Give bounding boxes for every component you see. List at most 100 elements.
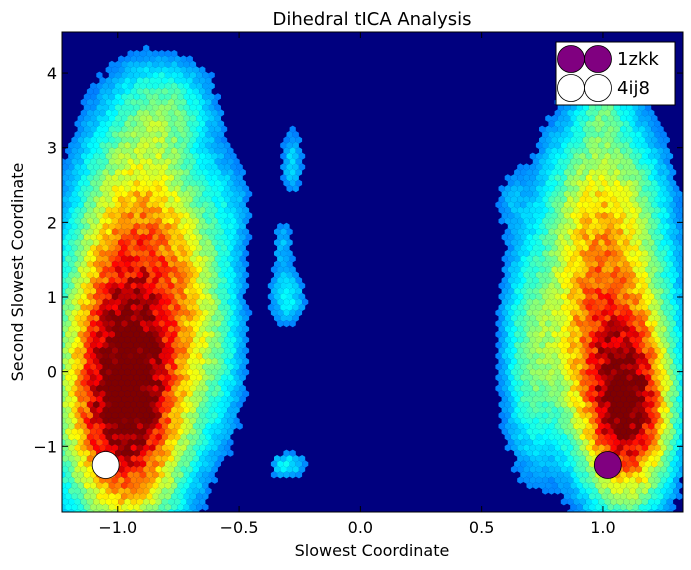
hexbin-cell — [139, 233, 147, 241]
hexbin-cell — [74, 217, 81, 225]
hexbin-cell — [535, 228, 543, 236]
hexbin-cell — [164, 255, 172, 263]
hexbin-cell — [573, 185, 580, 193]
hexbin-cell — [180, 77, 187, 85]
hexbin-cell — [168, 239, 175, 247]
hexbin-cell — [224, 152, 231, 160]
hexbin-cell — [582, 244, 589, 252]
hexbin-cell — [673, 228, 680, 236]
hexbin-cell — [211, 163, 218, 171]
hexbin-cell — [292, 174, 299, 182]
hexbin-cell — [96, 104, 103, 112]
hexbin-cell — [529, 249, 536, 257]
hexbin-cell — [183, 244, 190, 252]
hexbin-cell — [143, 195, 150, 203]
hexbin-cell — [168, 174, 175, 182]
hexbin-cell — [567, 260, 574, 268]
hexbin-cell — [626, 179, 633, 187]
hexbin-cell — [71, 158, 78, 166]
hexbin-cell — [186, 131, 193, 139]
hexbin-cell — [523, 185, 530, 193]
hexbin-cell — [155, 152, 162, 160]
hexbin-cell — [90, 212, 97, 220]
hexbin-cell — [174, 109, 181, 117]
hexbin-cell — [152, 114, 159, 122]
hexbin-cell — [105, 249, 112, 257]
hexbin-cell — [105, 152, 112, 160]
hexbin-cell — [152, 158, 159, 166]
hexbin-cell — [93, 120, 100, 128]
hexbin-cell — [152, 125, 159, 133]
hexbin-cell — [133, 266, 140, 274]
hexbin-cell — [563, 233, 571, 241]
hexbin-cell — [660, 249, 667, 257]
hexbin-cell — [638, 168, 645, 176]
hexbin-cell — [567, 109, 574, 117]
hexbin-cell — [168, 249, 175, 257]
hexbin-cell — [239, 212, 246, 220]
hexbin-cell — [196, 147, 203, 155]
hexbin-cell — [221, 179, 228, 187]
hexbin-cell — [289, 179, 296, 187]
hexbin-cell — [205, 185, 212, 193]
hexbin-cell — [604, 260, 611, 268]
hexbin-cell — [62, 244, 66, 252]
hexbin-cell — [526, 179, 533, 187]
hexbin-cell — [623, 185, 630, 193]
hexbin-cell — [152, 244, 159, 252]
hexbin-cell — [155, 239, 162, 247]
hexbin-cell — [208, 201, 215, 209]
hexbin-cell — [666, 249, 674, 257]
hexbin-cell — [90, 201, 97, 209]
hexbin-cell — [65, 233, 72, 241]
hexbin-cell — [143, 55, 150, 63]
hexbin-cell — [660, 141, 667, 149]
hexbin-cell — [510, 185, 518, 193]
hexbin-cell — [620, 168, 627, 176]
hexbin-cell — [620, 147, 627, 155]
hexbin-cell — [585, 109, 592, 117]
hexbin-cell — [202, 201, 209, 209]
hexbin-cell — [576, 222, 583, 230]
hexbin-cell — [124, 174, 131, 182]
legend-marker-1zkk — [584, 45, 612, 73]
hexbin-cell — [199, 98, 206, 106]
hexbin-cell — [635, 217, 642, 225]
hexbin-cell — [74, 131, 81, 139]
hexbin-cell — [588, 114, 596, 122]
hexbin-cell — [526, 255, 533, 263]
hexbin-cell — [90, 244, 97, 252]
hexbin-cell — [295, 147, 303, 155]
hexbin-cell — [660, 239, 667, 247]
hexbin-cell — [196, 244, 203, 252]
hexbin-cell — [242, 228, 250, 236]
hexbin-cell — [115, 136, 122, 144]
hexbin-cell — [83, 104, 91, 112]
hexbin-cell — [607, 114, 614, 122]
hexbin-cell — [124, 185, 131, 193]
hexbin-cell — [523, 249, 530, 257]
hexbin-cell — [105, 239, 112, 247]
hexbin-cell — [93, 217, 100, 225]
hexbin-cell — [592, 163, 599, 171]
hexbin-cell — [504, 249, 511, 257]
hexbin-cell — [86, 163, 94, 171]
hexbin-cell — [143, 249, 150, 257]
hexbin-cell — [202, 82, 209, 90]
hexbin-cell — [236, 217, 243, 225]
hexbin-cell — [124, 66, 131, 74]
hexbin-cell — [236, 260, 243, 268]
hexbin-cell — [143, 98, 150, 106]
hexbin-cell — [158, 255, 165, 263]
hexbin-cell — [638, 190, 645, 198]
hexbin-cell — [592, 141, 599, 149]
hexbin-cell — [133, 125, 140, 133]
hexbin-cell — [504, 185, 511, 193]
hexbin-cell — [93, 109, 100, 117]
hexbin-cell — [585, 131, 592, 139]
hexbin-cell — [102, 233, 109, 241]
hexbin-cell — [657, 255, 664, 263]
hexbin-cell — [616, 206, 624, 214]
hexbin-cell — [613, 244, 621, 252]
hexbin-cell — [236, 249, 243, 257]
